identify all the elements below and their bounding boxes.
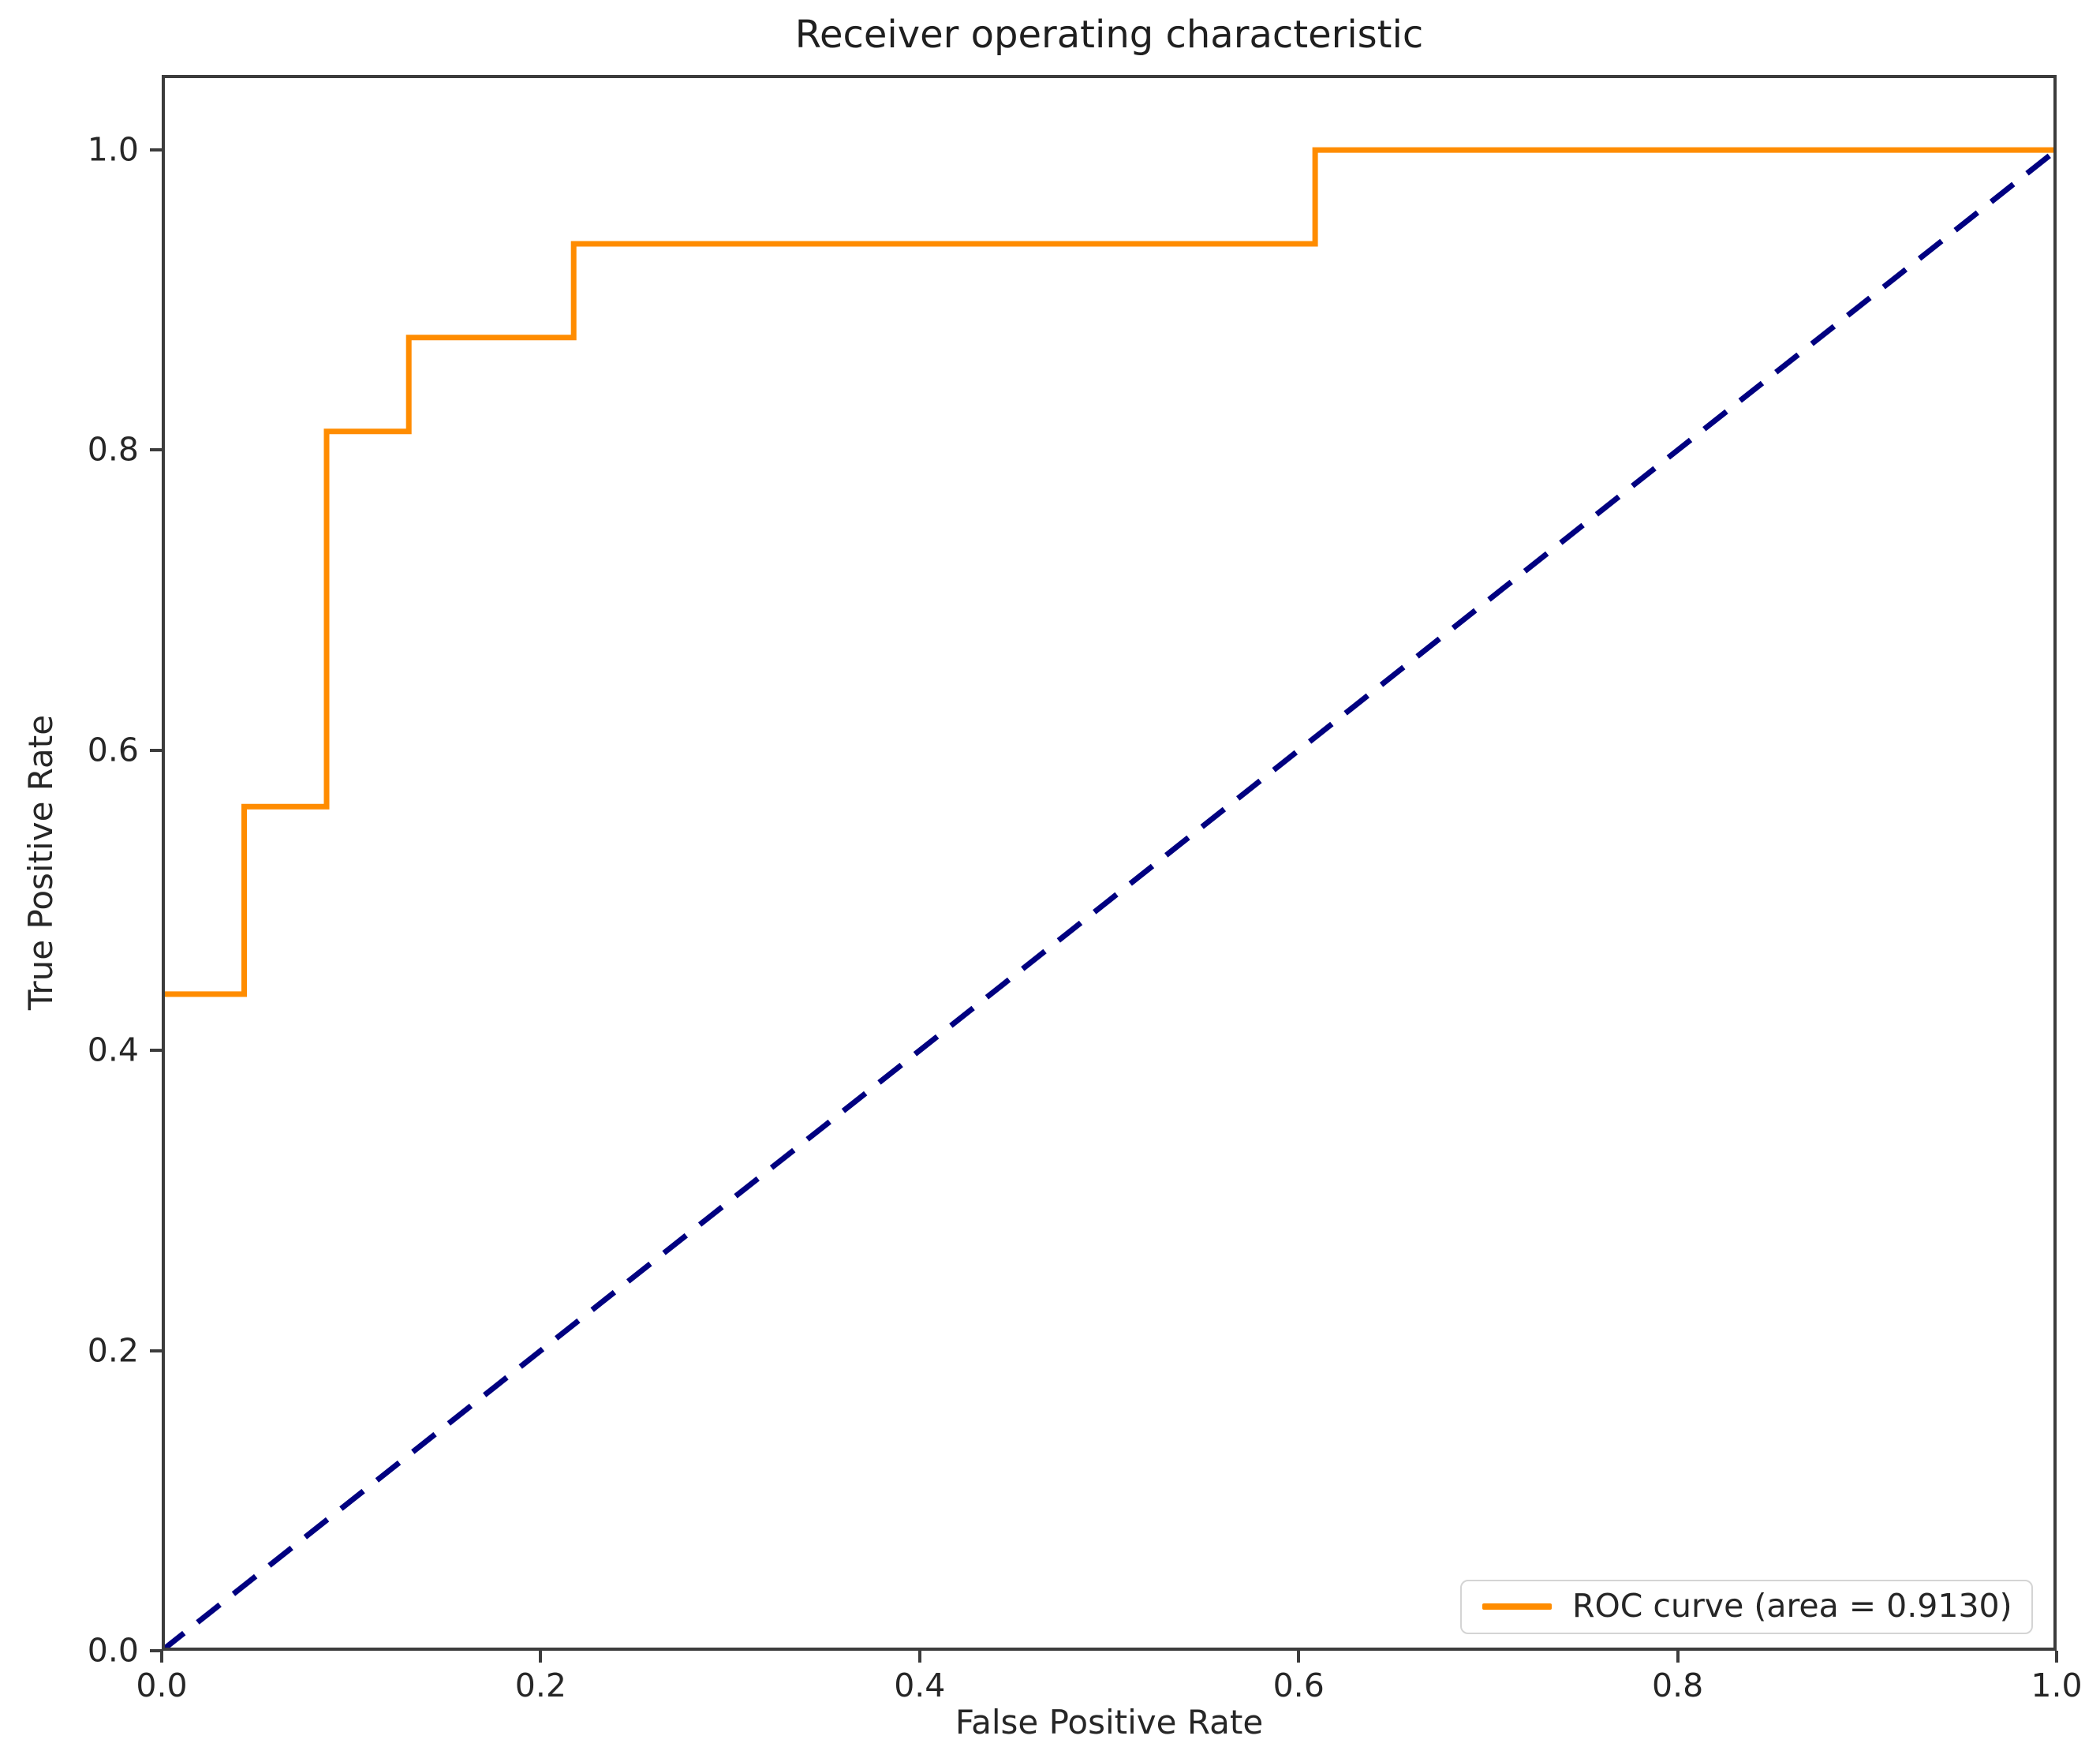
- legend-roc-label: ROC curve (area = 0.9130): [1572, 1587, 2012, 1625]
- y-tick-label: 0.4: [87, 1031, 139, 1069]
- roc-curve-line: [162, 147, 2057, 1651]
- x-tick-label: 0.8: [1651, 1667, 1704, 1704]
- y-tick-mark: [150, 1649, 162, 1652]
- x-tick-label: 0.4: [894, 1667, 946, 1704]
- y-tick-label: 0.2: [87, 1331, 139, 1370]
- y-tick-mark: [150, 148, 162, 152]
- y-tick-mark: [150, 1349, 162, 1352]
- legend-roc-line-swatch: [1482, 1603, 1552, 1610]
- x-tick-mark: [1297, 1651, 1301, 1663]
- y-tick-label: 0.6: [87, 731, 139, 769]
- y-tick-label: 0.0: [87, 1631, 139, 1670]
- x-tick-label: 0.2: [514, 1667, 566, 1704]
- legend: ROC curve (area = 0.9130): [1460, 1580, 2033, 1635]
- y-tick-mark: [150, 748, 162, 752]
- y-tick-mark: [150, 448, 162, 452]
- chart-title: Receiver operating characteristic: [794, 13, 1424, 57]
- x-tick-label: 0.6: [1272, 1667, 1325, 1704]
- x-tick-mark: [1676, 1651, 1680, 1663]
- plot-area: [162, 75, 2057, 1651]
- x-tick-mark: [539, 1651, 543, 1663]
- x-tick-label: 0.0: [136, 1667, 188, 1704]
- chance-diagonal-line: [162, 148, 2057, 1651]
- x-axis-label: False Positive Rate: [955, 1703, 1264, 1741]
- x-tick-label: 1.0: [2031, 1667, 2083, 1704]
- axes-spines: [162, 75, 2057, 1651]
- x-tick-mark: [2055, 1651, 2058, 1663]
- y-tick-mark: [150, 1049, 162, 1053]
- x-tick-mark: [160, 1651, 163, 1663]
- y-tick-label: 0.8: [87, 430, 139, 469]
- y-tick-label: 1.0: [87, 130, 139, 169]
- x-tick-mark: [917, 1651, 921, 1663]
